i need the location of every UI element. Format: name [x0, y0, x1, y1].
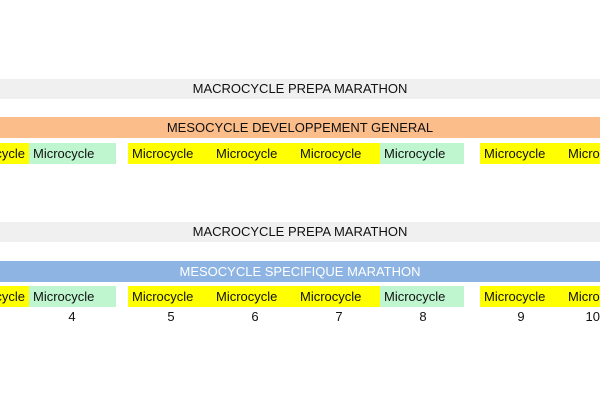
microcycle-cell-load: Microcycle — [212, 286, 296, 307]
microcycle-cell-recovery: Microcycle — [380, 143, 464, 164]
microcycle-cell-load: Microcycle — [296, 286, 380, 307]
week-number: 4 — [68, 309, 76, 324]
mesocycle-header-2: MESOCYCLE SPECIFIQUE MARATHON — [0, 261, 600, 282]
microcycle-cell-recovery: Microcycle — [29, 286, 116, 307]
microcycle-cell-load: Microcycle — [564, 143, 600, 164]
microcycle-cell-load: Microcycle — [296, 143, 380, 164]
microcycle-cell-load: Microcycle — [0, 143, 29, 164]
week-number: 10 — [585, 309, 600, 324]
microcycle-cell-load: Microcycle — [480, 143, 564, 164]
microcycle-cell-load: Microcycle — [480, 286, 564, 307]
macrocycle-header-2: MACROCYCLE PREPA MARATHON — [0, 222, 600, 242]
microcycle-cell-recovery: Microcycle — [380, 286, 464, 307]
week-number: 7 — [335, 309, 343, 324]
microcycle-cell-load: Microcycle — [0, 286, 29, 307]
week-number: 5 — [167, 309, 175, 324]
macrocycle-header-1: MACROCYCLE PREPA MARATHON — [0, 79, 600, 99]
week-number: 8 — [419, 309, 427, 324]
microcycle-cell-load: Microcycle — [564, 286, 600, 307]
week-number: 6 — [251, 309, 259, 324]
week-number: 9 — [517, 309, 525, 324]
microcycle-cell-load: Microcycle — [212, 143, 296, 164]
microcycle-cell-load: Microcycle — [128, 286, 212, 307]
microcycle-cell-load: Microcycle — [128, 143, 212, 164]
mesocycle-header-1: MESOCYCLE DEVELOPPEMENT GENERAL — [0, 117, 600, 138]
microcycle-cell-recovery: Microcycle — [29, 143, 116, 164]
